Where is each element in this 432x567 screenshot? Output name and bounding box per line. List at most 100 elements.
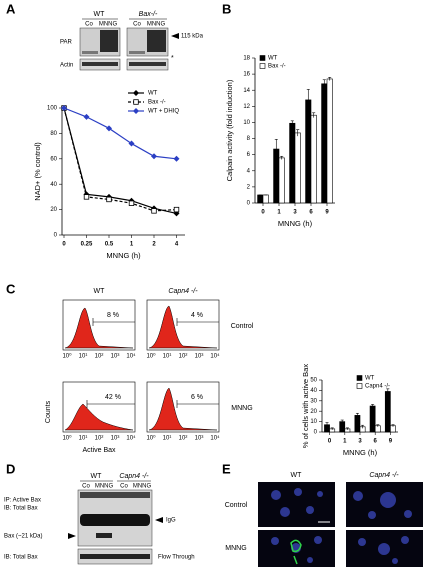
y-tick-label: 60 xyxy=(50,156,57,162)
x-tick-label: 10¹ xyxy=(163,436,172,442)
histogram xyxy=(64,403,134,431)
x-tick-label: 10² xyxy=(179,354,188,360)
band xyxy=(100,30,118,52)
x-tick-label: 10³ xyxy=(195,436,204,442)
x-label: Active Bax xyxy=(82,447,116,454)
ib-label: IB: Total Bax xyxy=(4,555,38,561)
band xyxy=(80,514,150,526)
legend-swatch xyxy=(356,383,363,389)
x-tick-label: 6 xyxy=(309,210,313,216)
x-tick-label: 1 xyxy=(277,210,281,216)
x-tick-label: 10⁴ xyxy=(210,353,220,360)
x-tick-label: 10¹ xyxy=(79,354,88,360)
x-tick-label: 3 xyxy=(358,439,362,445)
bar xyxy=(262,194,269,204)
gate-label: 6 % xyxy=(191,394,203,401)
x-tick-label: 0.5 xyxy=(105,242,114,248)
lane-label: Co xyxy=(82,484,90,490)
x-tick-label: 10³ xyxy=(111,436,120,442)
marker-label: 115 kDa xyxy=(181,34,204,40)
x-tick-label: 10¹ xyxy=(79,436,88,442)
legend-swatch xyxy=(259,55,266,61)
y-tick-label: 14 xyxy=(243,88,250,94)
y-tick-label: 6 xyxy=(247,152,251,158)
y-label: % of cells with active Bax xyxy=(301,364,310,448)
gate-label: 42 % xyxy=(105,394,121,401)
row-label: Control xyxy=(225,502,248,509)
row-label: Actin xyxy=(60,63,73,69)
x-tick-label: 10⁰ xyxy=(146,435,156,442)
y-tick-label: 16 xyxy=(243,72,250,78)
y-tick-label: 40 xyxy=(50,182,57,188)
legend-swatch xyxy=(356,375,363,381)
row-label: PAR xyxy=(60,40,73,46)
micro-e: WT Capn4 -/- Control MNNG xyxy=(225,472,423,567)
y-tick-label: 0 xyxy=(54,233,58,239)
point xyxy=(61,105,67,111)
x-tick-label: 2 xyxy=(152,242,156,248)
x-tick-label: 10² xyxy=(179,436,188,442)
row-label: Control xyxy=(231,323,254,330)
y-tick-label: 100 xyxy=(47,106,58,112)
arrow xyxy=(155,517,163,523)
genotype-label: Capn4 -/- xyxy=(119,473,149,480)
x-tick-label: 10² xyxy=(95,436,104,442)
x-tick-label: 1 xyxy=(130,242,134,248)
row-label: MNNG xyxy=(231,405,252,412)
lane-label: MNNG xyxy=(147,22,166,28)
column-label: WT xyxy=(291,472,303,479)
column-label: WT xyxy=(94,288,106,295)
point xyxy=(173,206,180,213)
panel-label: E xyxy=(222,461,231,476)
x-tick-label: 10² xyxy=(95,354,104,360)
igg-label: IgG xyxy=(166,518,176,524)
line xyxy=(63,107,177,212)
x-tick-label: 10⁴ xyxy=(126,435,136,442)
y-tick-label: 2 xyxy=(247,184,251,190)
row-label: MNNG xyxy=(225,545,246,552)
point xyxy=(151,153,157,160)
band xyxy=(96,533,112,538)
band xyxy=(147,30,166,52)
lane-label: Co xyxy=(133,22,141,28)
lane-label: MNNG xyxy=(99,22,118,28)
band xyxy=(80,492,150,498)
y-tick-label: 0 xyxy=(314,430,318,436)
genotype-label: WT xyxy=(91,473,103,480)
x-tick-label: 0 xyxy=(62,242,66,248)
x-tick-label: 10³ xyxy=(195,354,204,360)
flow-through-label: Flow Through xyxy=(158,555,195,561)
genotype-label: Bax-/- xyxy=(139,11,158,18)
lane-label: Co xyxy=(120,484,128,490)
y-tick-label: 12 xyxy=(243,104,250,110)
active-bax-stain xyxy=(290,539,302,565)
column-label: Capn4 -/- xyxy=(369,472,399,479)
y-tick-label: 20 xyxy=(310,409,317,415)
x-tick-label: 6 xyxy=(374,439,378,445)
bar xyxy=(257,194,264,204)
x-tick-label: 10³ xyxy=(111,354,120,360)
bar xyxy=(289,122,296,204)
x-tick-label: 10¹ xyxy=(163,354,172,360)
panel-label: C xyxy=(6,281,16,296)
x-tick-label: 10⁰ xyxy=(62,353,72,360)
x-tick-label: 4 xyxy=(175,242,179,248)
genotype-label: WT xyxy=(94,11,106,18)
legend-label: WT + DHIQ xyxy=(148,109,179,115)
asterisk: * xyxy=(171,55,174,62)
band xyxy=(80,554,150,559)
point xyxy=(106,125,112,132)
y-tick-label: 4 xyxy=(247,168,251,174)
bar xyxy=(321,83,328,204)
bar xyxy=(294,132,301,204)
band xyxy=(82,51,98,54)
histogram xyxy=(148,305,218,349)
x-tick-label: 10⁰ xyxy=(146,353,156,360)
x-tick-label: 1 xyxy=(343,439,347,445)
x-tick-label: 10⁴ xyxy=(126,353,136,360)
ip-label: IP: Active Bax xyxy=(4,498,41,504)
ib-label: IB: Total Bax xyxy=(4,506,38,512)
band xyxy=(129,51,145,54)
band xyxy=(82,62,118,66)
